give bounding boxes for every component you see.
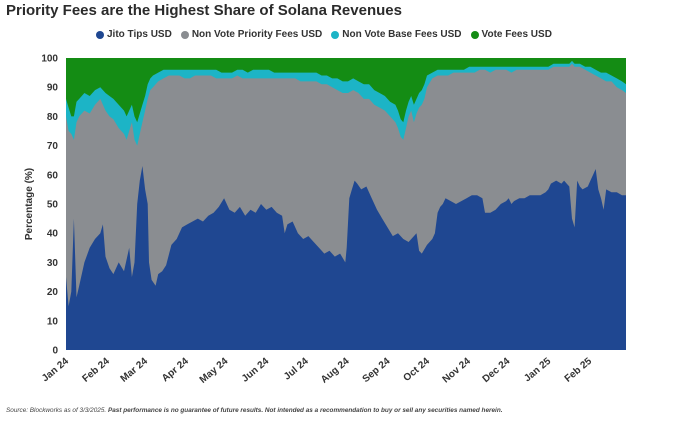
x-tick-label: Jan 24 <box>40 356 71 385</box>
area-jito-tips <box>66 166 626 350</box>
legend-swatch-priority <box>180 30 189 39</box>
legend-label-vote: Vote Fees USD <box>481 29 552 40</box>
legend-swatch-base <box>331 30 340 39</box>
y-tick-label: 40 <box>47 229 59 240</box>
legend-label-base: Non Vote Base Fees USD <box>342 29 462 40</box>
y-axis-title: Percentage (%) <box>24 168 35 240</box>
y-tick-label: 0 <box>52 346 58 357</box>
x-tick-label: May 24 <box>198 356 231 386</box>
chart-title: Priority Fees are the Highest Share of S… <box>6 2 402 19</box>
legend-label-priority: Non Vote Priority Fees USD <box>191 29 323 40</box>
y-tick-label: 30 <box>47 258 59 269</box>
legend-swatch-jito <box>96 30 104 39</box>
x-tick-label: Feb 25 <box>563 356 595 385</box>
y-tick-label: 70 <box>47 141 59 152</box>
x-tick-label: Jul 24 <box>282 356 311 383</box>
legend-item-vote[interactable]: Vote Fees USD <box>470 29 552 40</box>
x-tick-label: Oct 24 <box>401 356 432 384</box>
legend: Jito Tips USD Non Vote Priority Fees USD… <box>96 29 552 40</box>
legend-item-jito[interactable]: Jito Tips USD <box>96 29 172 40</box>
y-tick-label: 10 <box>47 316 59 327</box>
y-tick-label: 50 <box>47 200 59 211</box>
y-tick-label: 60 <box>47 170 59 181</box>
x-tick-label: Jan 25 <box>522 356 553 385</box>
y-tick-label: 20 <box>47 287 59 298</box>
y-tick-label: 100 <box>41 54 58 65</box>
x-tick-label: Jun 24 <box>240 356 272 385</box>
legend-item-priority[interactable]: Non Vote Priority Fees USD <box>180 29 323 40</box>
x-tick-label: Aug 24 <box>319 356 352 386</box>
source-disclaimer: Past performance is no guarantee of futu… <box>107 407 503 414</box>
x-tick-label: Sep 24 <box>361 356 393 385</box>
x-tick-label: Dec 24 <box>481 356 513 385</box>
legend-item-base[interactable]: Non Vote Base Fees USD <box>331 29 462 40</box>
legend-swatch-vote <box>470 30 479 39</box>
x-tick-label: Nov 24 <box>441 356 474 386</box>
x-tick-label: Feb 24 <box>80 356 112 385</box>
legend-label-jito: Jito Tips USD <box>107 29 172 40</box>
y-tick-label: 80 <box>47 112 59 123</box>
source-note: Source: Blockworks as of 3/3/2025. Past … <box>6 407 503 414</box>
y-tick-label: 90 <box>47 83 59 94</box>
x-tick-label: Apr 24 <box>160 356 191 385</box>
x-tick-label: Mar 24 <box>119 356 151 385</box>
source-prefix: Source: Blockworks as of 3/3/2025. <box>6 407 108 414</box>
